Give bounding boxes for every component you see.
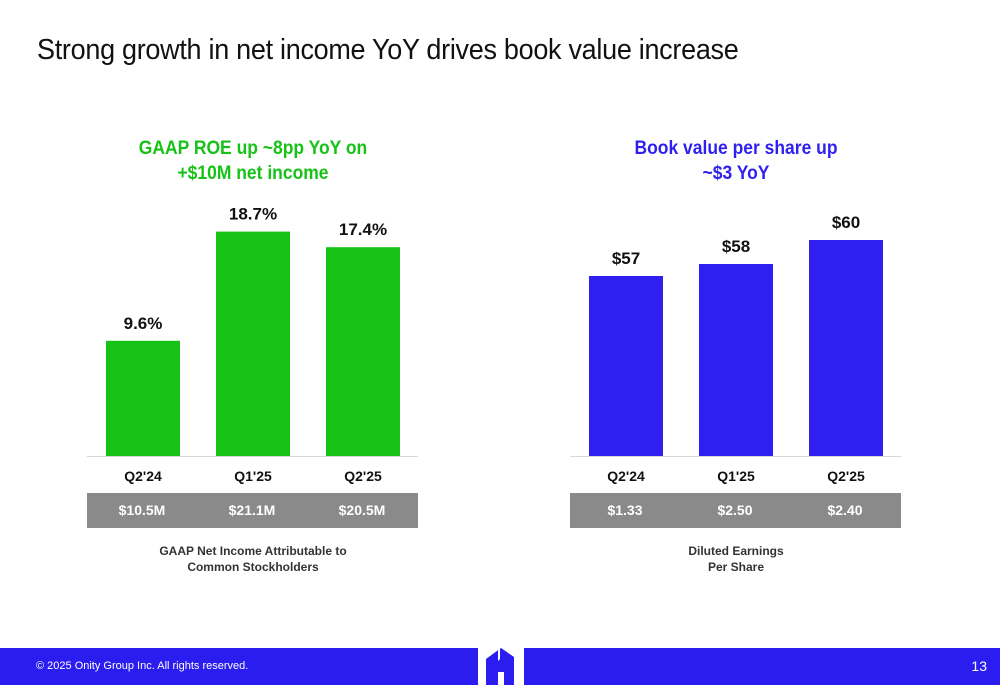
roe-chart-panel: GAAP ROE up ~8pp YoY on +$10M net income…: [83, 0, 423, 640]
slide-title: Strong growth in net income YoY drives b…: [37, 34, 739, 66]
copyright-text: © 2025 Onity Group Inc. All rights reser…: [36, 660, 249, 672]
book-value-data-label-0: $57: [612, 249, 640, 268]
roe-x-tick-1: Q1'25: [234, 468, 272, 484]
book-value-bar-2: [809, 240, 883, 456]
book-value-x-tick-1: Q1'25: [717, 468, 755, 484]
eps-value-q2-24: $1.33: [607, 502, 643, 518]
eps-value-q1-25: $2.50: [717, 502, 753, 518]
eps-values-bar: $1.33 $2.50 $2.40: [570, 493, 901, 528]
onity-house-logo-icon: [478, 644, 524, 685]
eps-caption-line-1: Diluted Earnings: [688, 544, 784, 558]
book-value-bar-chart: $57 Q2'24 $58 Q1'25 $60 Q2'25: [570, 213, 901, 484]
roe-chart-title-line-1: GAAP ROE up ~8pp YoY on: [138, 138, 368, 159]
net-income-value-q1-25: $21.1M: [228, 502, 276, 518]
book-value-x-tick-0: Q2'24: [607, 468, 645, 484]
net-income-value-q2-24: $10.5M: [118, 502, 166, 518]
book-value-chart-title: Book value per share up ~$3 YoY: [580, 136, 893, 186]
roe-data-label-2: 17.4%: [339, 220, 387, 239]
roe-bar-1: [216, 231, 290, 456]
page-number: 13: [971, 658, 987, 674]
roe-data-label-0: 9.6%: [124, 314, 163, 333]
footer-bar: © 2025 Onity Group Inc. All rights reser…: [0, 644, 1000, 685]
net-income-caption: GAAP Net Income Attributable to Common S…: [83, 543, 423, 575]
net-income-value-q2-25: $20.5M: [338, 502, 386, 518]
roe-chart-title: GAAP ROE up ~8pp YoY on +$10M net income: [97, 136, 410, 186]
roe-bar-2: [326, 247, 400, 456]
book-value-chart-panel: Book value per share up ~$3 YoY $57 Q2'24…: [566, 0, 906, 640]
book-value-data-label-1: $58: [722, 237, 750, 256]
roe-x-tick-0: Q2'24: [124, 468, 162, 484]
book-value-chart-title-line-1: Book value per share up: [634, 138, 838, 159]
net-income-caption-line-1: GAAP Net Income Attributable to: [159, 544, 347, 558]
book-value-bar-0: [589, 276, 663, 456]
roe-bar-chart: 9.6% Q2'24 18.7% Q1'25 17.4% Q2'25: [87, 205, 418, 484]
roe-data-label-1: 18.7%: [229, 205, 277, 224]
eps-caption-line-2: Per Share: [707, 560, 765, 574]
book-value-x-tick-2: Q2'25: [827, 468, 865, 484]
roe-x-tick-2: Q2'25: [344, 468, 382, 484]
eps-caption: Diluted Earnings Per Share: [566, 543, 906, 575]
roe-bar-0: [106, 340, 180, 456]
net-income-values-bar: $10.5M $21.1M $20.5M: [87, 493, 418, 528]
book-value-chart-title-line-2: ~$3 YoY: [702, 163, 770, 184]
roe-chart-title-line-2: +$10M net income: [177, 163, 329, 184]
book-value-bar-1: [699, 264, 773, 456]
net-income-caption-line-2: Common Stockholders: [187, 560, 319, 574]
book-value-data-label-2: $60: [832, 213, 860, 232]
eps-value-q2-25: $2.40: [827, 502, 863, 518]
